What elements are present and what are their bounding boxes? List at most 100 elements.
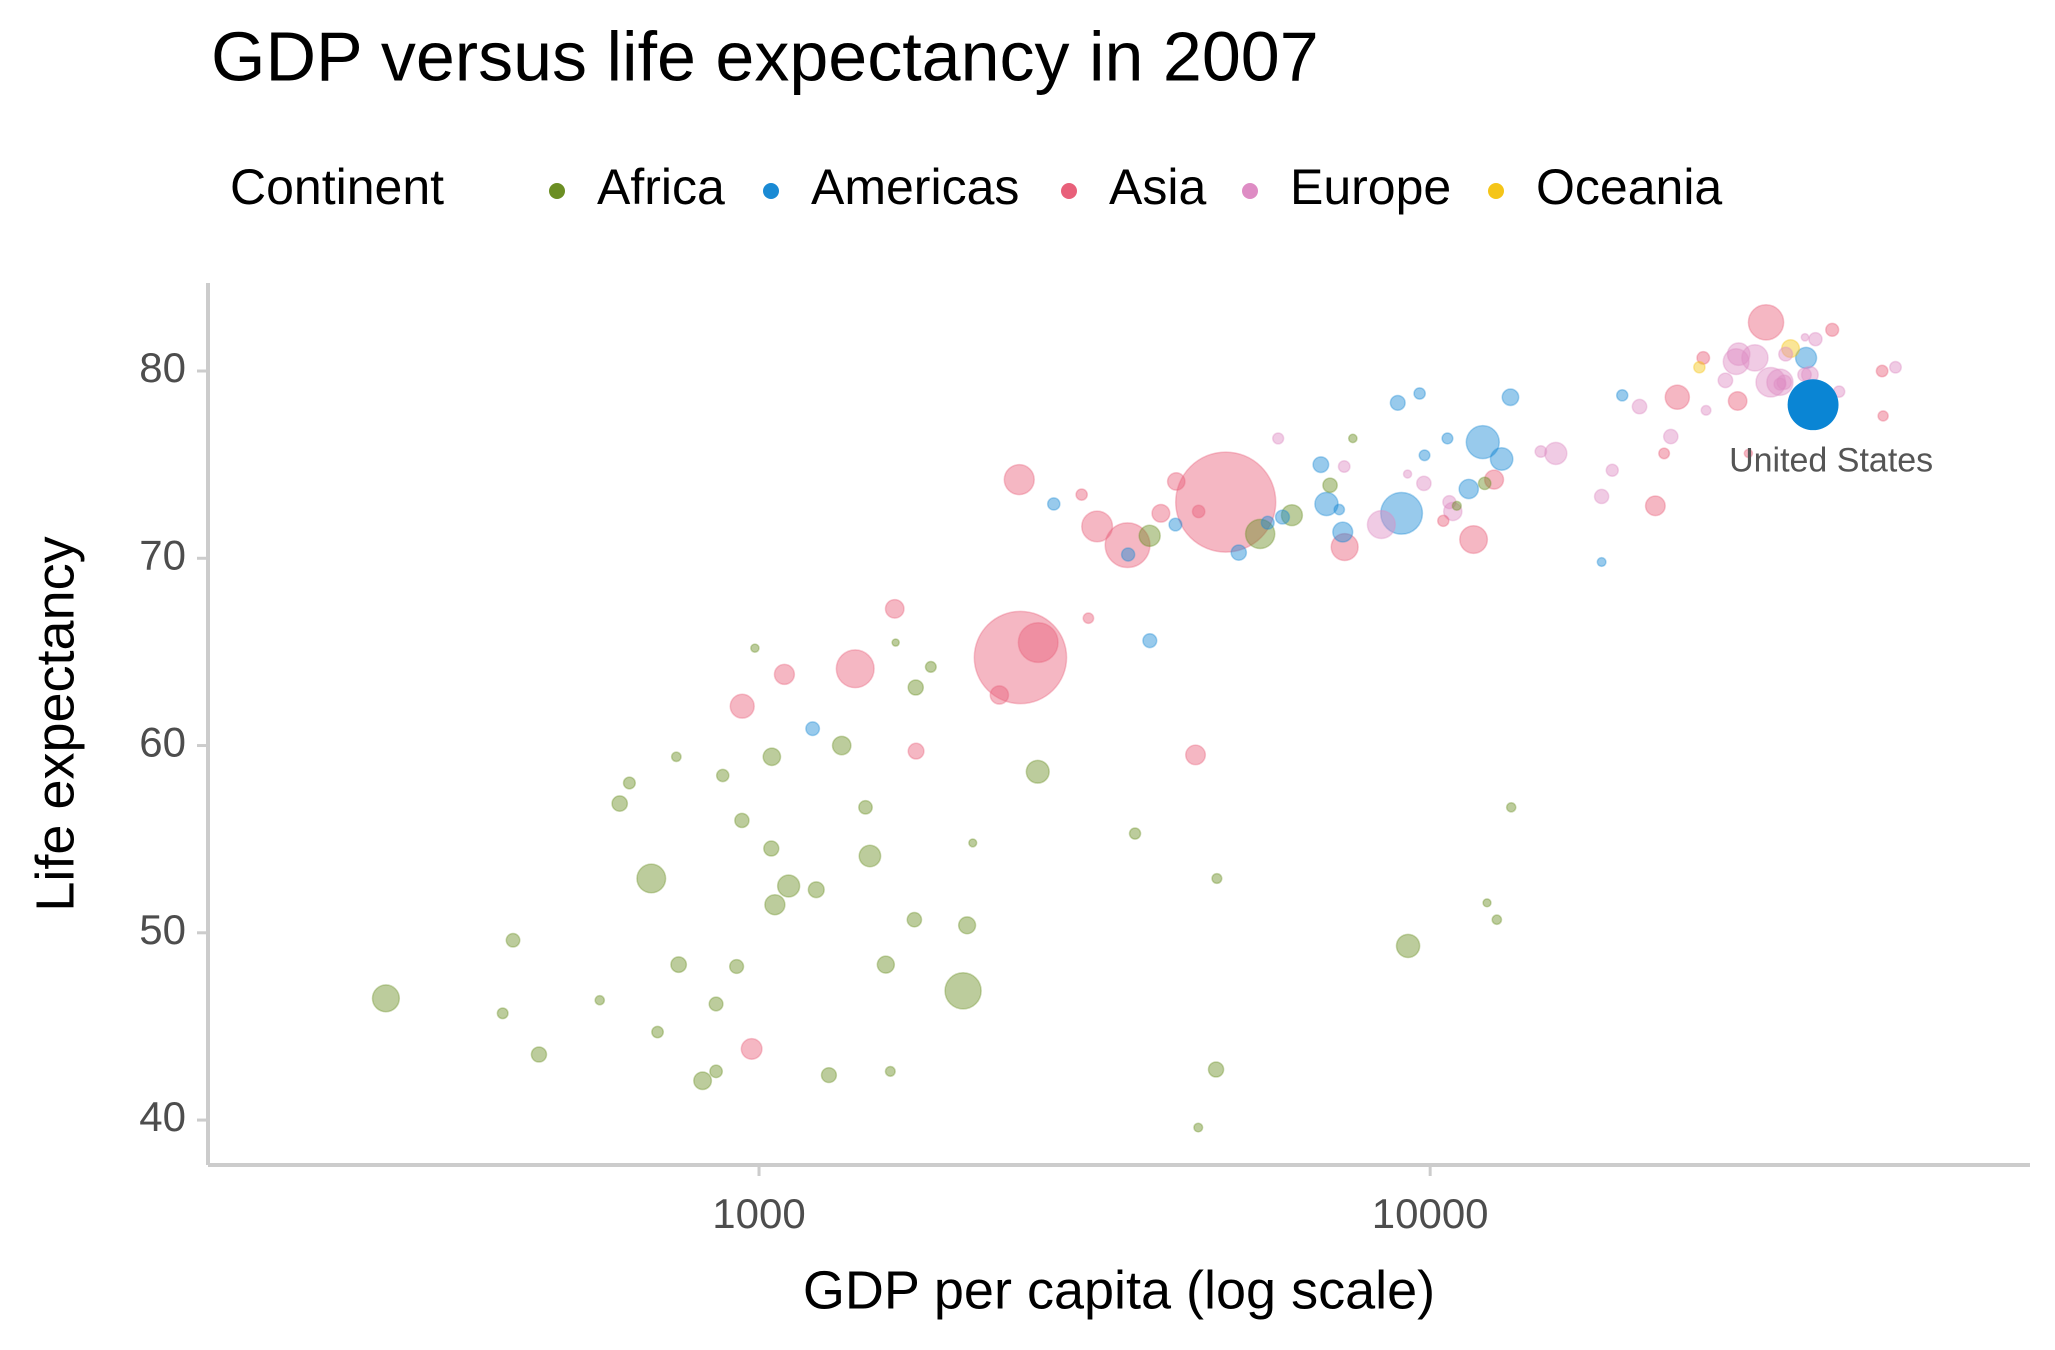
- point: [1800, 332, 1810, 342]
- point: [1825, 322, 1840, 337]
- point: [1184, 744, 1207, 766]
- point: [1451, 500, 1462, 512]
- legend-marker: [763, 183, 779, 199]
- point: [1717, 372, 1734, 389]
- point: [670, 751, 682, 763]
- point: [1808, 331, 1823, 347]
- point: [728, 958, 745, 975]
- point: [1347, 433, 1358, 444]
- point: [1875, 364, 1889, 378]
- point: [1459, 525, 1489, 555]
- point: [715, 768, 730, 783]
- point: [709, 1064, 724, 1079]
- y-axis-title: Life expectancy: [25, 536, 85, 911]
- point: [1442, 494, 1457, 510]
- highlight-label: United States: [1729, 442, 1933, 480]
- point: [1416, 475, 1432, 492]
- point: [496, 1007, 509, 1020]
- point: [973, 610, 1068, 705]
- point: [1330, 532, 1359, 562]
- point: [1747, 303, 1785, 341]
- legend-marker: [1061, 183, 1077, 199]
- point: [1631, 398, 1648, 415]
- point: [1174, 451, 1277, 553]
- point: [1207, 1061, 1225, 1078]
- point: [1271, 432, 1285, 445]
- point: [1025, 759, 1050, 784]
- point: [1766, 368, 1794, 397]
- point: [636, 863, 667, 894]
- point: [1501, 388, 1520, 407]
- point: [1441, 432, 1454, 445]
- point: [884, 598, 905, 619]
- point: [1366, 509, 1397, 540]
- point: [371, 984, 401, 1013]
- legend-label: Oceania: [1536, 159, 1722, 215]
- point: [907, 742, 925, 760]
- point: [1505, 802, 1517, 813]
- point: [1664, 384, 1691, 411]
- point: [1337, 460, 1351, 474]
- point: [1230, 544, 1248, 562]
- point: [1322, 477, 1338, 494]
- point: [1662, 428, 1679, 445]
- point: [1722, 348, 1750, 376]
- point: [1888, 360, 1903, 374]
- chart-title: GDP versus life expectancy in 2007: [211, 17, 1319, 95]
- point: [1151, 503, 1171, 523]
- point: [1534, 445, 1548, 459]
- y-tick-label: 40: [139, 1093, 186, 1140]
- point: [1332, 521, 1354, 543]
- point: [1755, 366, 1787, 398]
- point: [1794, 346, 1818, 370]
- point: [611, 795, 629, 812]
- point: [1017, 621, 1059, 664]
- point: [1605, 463, 1620, 478]
- point: [750, 643, 760, 653]
- point: [1128, 827, 1142, 840]
- point: [891, 638, 900, 647]
- point: [1402, 469, 1413, 479]
- point: [906, 911, 923, 928]
- point: [831, 735, 852, 756]
- legend-label: Africa: [597, 159, 725, 215]
- point: [957, 916, 977, 935]
- point: [1773, 377, 1787, 391]
- point: [1743, 448, 1754, 459]
- point: [762, 747, 782, 767]
- legend-marker: [1488, 183, 1504, 199]
- y-tick-label: 70: [139, 531, 186, 578]
- point: [1544, 441, 1568, 466]
- legend-title: Continent: [230, 159, 444, 215]
- point: [1142, 633, 1158, 649]
- point: [805, 721, 821, 737]
- point: [594, 994, 606, 1006]
- point: [1465, 424, 1501, 460]
- point: [1877, 410, 1889, 422]
- legend-label: Asia: [1109, 159, 1206, 215]
- legend-label: Americas: [811, 159, 1019, 215]
- point: [1644, 495, 1666, 517]
- point: [1477, 476, 1492, 491]
- point: [1314, 491, 1339, 517]
- point: [1280, 503, 1304, 527]
- x-axis-title: GDP per capita (log scale): [803, 1260, 1435, 1320]
- point: [1260, 515, 1275, 530]
- point: [1489, 447, 1514, 471]
- point: [1395, 933, 1421, 959]
- point: [1120, 547, 1136, 562]
- point: [1166, 472, 1186, 491]
- point: [1693, 360, 1706, 374]
- point: [1700, 404, 1712, 416]
- point: [530, 1046, 548, 1063]
- point: [807, 881, 825, 899]
- point: [820, 1066, 838, 1084]
- point: [835, 649, 875, 689]
- point: [1244, 518, 1276, 550]
- point: [763, 840, 780, 857]
- legend-label: Europe: [1290, 159, 1451, 215]
- point: [1780, 338, 1801, 359]
- point: [1138, 524, 1161, 548]
- point: [1082, 612, 1095, 625]
